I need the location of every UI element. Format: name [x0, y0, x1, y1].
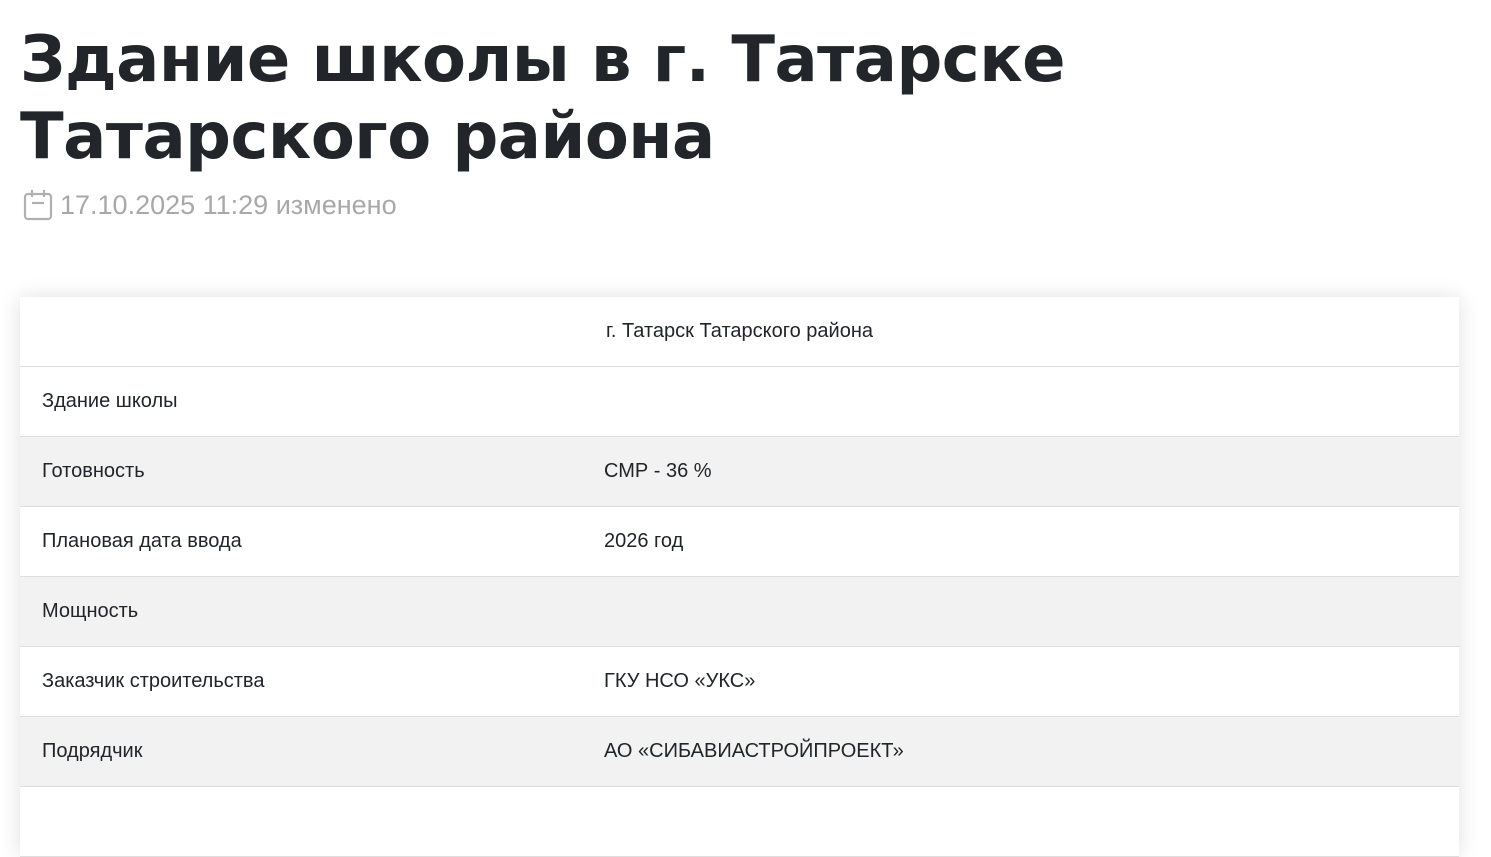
table-row: Мощность [20, 577, 1459, 647]
row-value: АО «СИБАВИАСТРОЙПРОЕКТ» [604, 740, 904, 762]
row-value: 2026 год [604, 530, 684, 552]
date-text: 17.10.2025 11:29 изменено [60, 189, 397, 220]
table-row [20, 787, 1459, 857]
row-label: Здание школы [42, 390, 178, 412]
table-header: г. Татарск Татарского района [20, 297, 1459, 367]
table-row: Заказчик строительства ГКУ НСО «УКС» [20, 647, 1459, 717]
info-table: г. Татарск Татарского района Здание школ… [20, 297, 1459, 857]
table-row: Здание школы [20, 367, 1459, 437]
table-row: Готовность СМР - 36 % [20, 437, 1459, 507]
modified-date: 17.10.2025 11:29 изменено [22, 188, 397, 222]
calendar-icon [23, 190, 53, 221]
row-label: Мощность [42, 600, 139, 622]
table-row: Подрядчик АО «СИБАВИАСТРОЙПРОЕКТ» [20, 717, 1459, 787]
row-label: Готовность [42, 460, 145, 482]
row-label: Заказчик строительства [42, 670, 265, 692]
table-row: Плановая дата ввода 2026 год [20, 507, 1459, 577]
row-value: ГКУ НСО «УКС» [604, 670, 756, 692]
page-title: Здание школы в г. Татарске Татарского ра… [20, 23, 1066, 174]
row-value: СМР - 36 % [604, 460, 712, 482]
row-label: Плановая дата ввода [42, 530, 242, 552]
row-label: Подрядчик [42, 740, 143, 762]
